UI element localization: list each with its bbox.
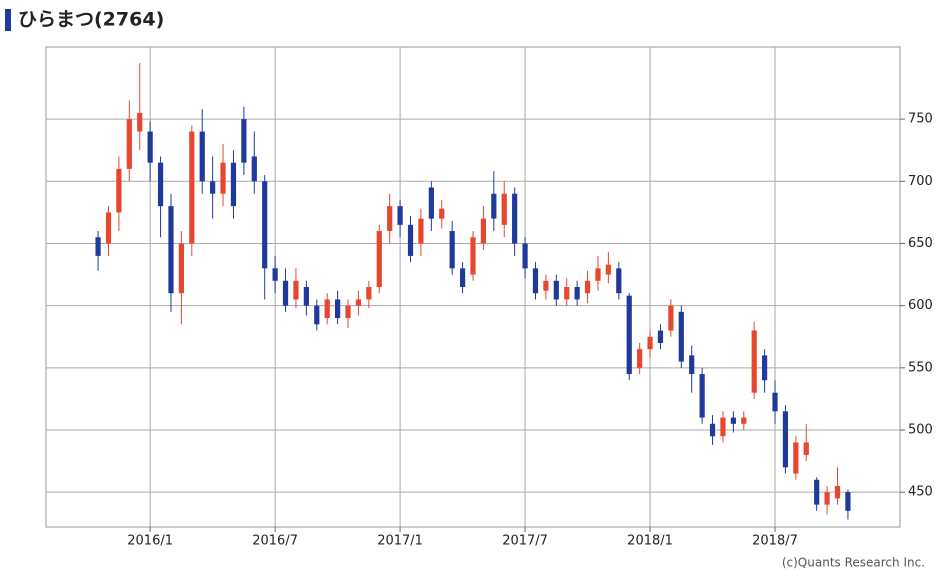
candle-body bbox=[741, 417, 747, 424]
candle-body bbox=[595, 268, 601, 281]
candle-body bbox=[845, 492, 851, 511]
candle-body bbox=[689, 355, 695, 375]
candle-body bbox=[834, 485, 841, 499]
candle-body bbox=[366, 287, 372, 300]
candle-body bbox=[782, 411, 789, 468]
candle-body bbox=[137, 112, 143, 132]
candle-body bbox=[657, 330, 664, 343]
candle-body bbox=[637, 349, 643, 368]
y-tick-label: 550 bbox=[908, 360, 933, 375]
candle-body bbox=[157, 162, 164, 207]
candle-body bbox=[584, 280, 591, 294]
candle-body bbox=[720, 417, 726, 437]
candle-body bbox=[116, 168, 122, 213]
x-tick-label: 2016/7 bbox=[252, 534, 298, 549]
candle-body bbox=[345, 305, 351, 319]
candle-body bbox=[470, 237, 476, 275]
candle-body bbox=[824, 492, 830, 505]
chart-title: ひらまつ(2764) bbox=[18, 9, 164, 31]
y-tick-label: 600 bbox=[908, 298, 933, 313]
y-tick-label: 650 bbox=[908, 236, 933, 251]
candle-body bbox=[189, 131, 195, 244]
candle-body bbox=[439, 208, 445, 219]
y-tick-label: 500 bbox=[908, 423, 933, 438]
candle-body bbox=[387, 206, 393, 232]
candle-body bbox=[709, 423, 716, 437]
y-tick-label: 450 bbox=[908, 485, 933, 500]
candle-body bbox=[522, 243, 528, 269]
candle-body bbox=[814, 479, 820, 505]
candle-body bbox=[699, 374, 705, 418]
candle-body bbox=[199, 131, 205, 182]
candle-body bbox=[303, 287, 309, 306]
candle-body bbox=[314, 305, 320, 325]
candle-body bbox=[262, 181, 268, 269]
candle-body bbox=[272, 268, 278, 281]
x-tick-label: 2016/1 bbox=[127, 534, 173, 549]
candle-body bbox=[501, 193, 507, 225]
candle-body bbox=[376, 231, 382, 287]
candle-body bbox=[459, 268, 466, 287]
candle-body bbox=[762, 355, 768, 381]
candle-body bbox=[678, 311, 684, 362]
title-icon bbox=[5, 9, 11, 31]
candle-body bbox=[616, 268, 622, 294]
candle-body bbox=[574, 287, 580, 300]
candle-body bbox=[512, 193, 518, 244]
x-tick-label: 2018/7 bbox=[752, 534, 798, 549]
candle-body bbox=[668, 305, 674, 331]
plot-frame bbox=[45, 46, 901, 528]
candle-body bbox=[210, 181, 216, 194]
candle-body bbox=[147, 131, 153, 163]
candle-body bbox=[491, 193, 497, 219]
x-tick-label: 2017/7 bbox=[502, 534, 548, 549]
y-tick-label: 750 bbox=[908, 112, 933, 127]
candle-body bbox=[126, 119, 132, 169]
footer: (c)Quants Research Inc. bbox=[782, 556, 925, 570]
candle-body bbox=[230, 162, 237, 207]
candle-body bbox=[282, 280, 289, 306]
x-tick-label: 2018/1 bbox=[627, 534, 673, 549]
candle-body bbox=[95, 237, 101, 256]
candle-body bbox=[532, 268, 539, 294]
candle-body bbox=[793, 442, 799, 474]
candle-body bbox=[168, 206, 174, 294]
candle-body bbox=[241, 119, 247, 163]
candle-body bbox=[220, 162, 226, 194]
candle-body bbox=[772, 392, 778, 412]
candle-body bbox=[553, 280, 559, 300]
candle-body bbox=[647, 336, 653, 350]
candle-body bbox=[564, 287, 570, 300]
candle-body bbox=[355, 299, 362, 306]
candle-body bbox=[397, 206, 403, 225]
candle-body bbox=[428, 187, 434, 219]
candle-body bbox=[418, 218, 424, 244]
candle-body bbox=[605, 264, 611, 275]
candle-body bbox=[407, 224, 414, 256]
candle-body bbox=[335, 299, 341, 319]
candle-body bbox=[803, 442, 809, 455]
candle-body bbox=[324, 299, 330, 319]
x-tick-label: 2017/1 bbox=[377, 534, 423, 549]
candle-body bbox=[751, 330, 757, 393]
candle-body bbox=[626, 295, 632, 375]
candle-body bbox=[105, 212, 112, 244]
candle-body bbox=[480, 218, 487, 244]
candle-body bbox=[543, 280, 549, 291]
candle-body bbox=[449, 231, 455, 269]
candle-body bbox=[730, 417, 736, 424]
candle-body bbox=[293, 280, 299, 300]
y-tick-label: 700 bbox=[908, 174, 933, 189]
candle-body bbox=[178, 243, 184, 294]
candle-body bbox=[251, 156, 257, 182]
